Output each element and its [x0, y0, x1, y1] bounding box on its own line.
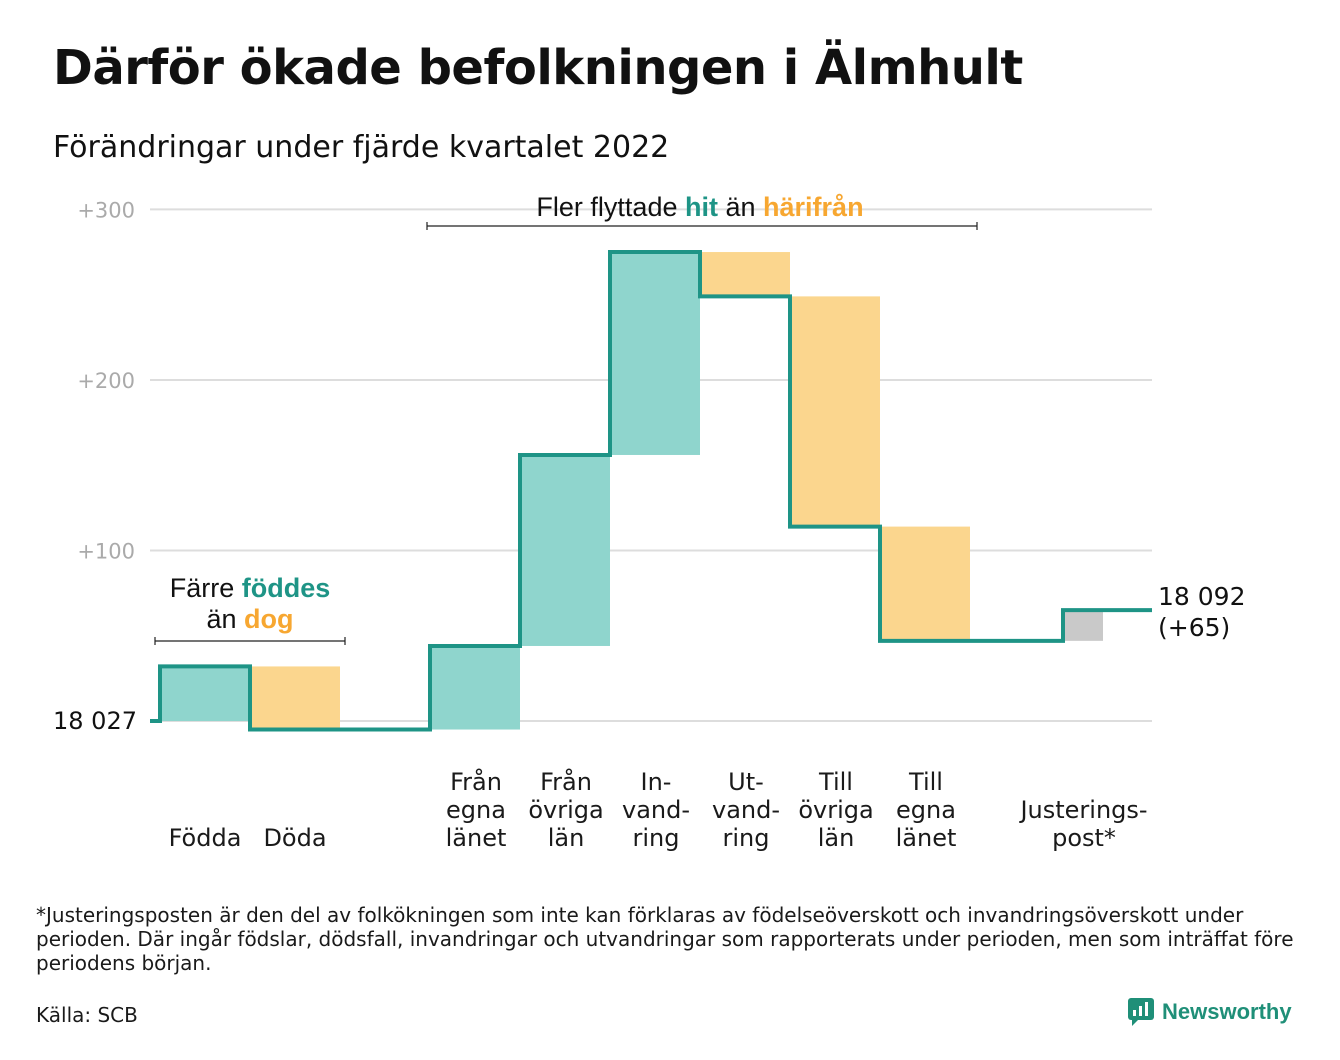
cumulative-step-line — [150, 250, 1152, 732]
bar-fran_ovriga — [520, 454, 610, 646]
bar-fodda — [160, 666, 250, 721]
bar-invandring — [610, 252, 700, 455]
annotation-migration-bracket — [426, 222, 978, 230]
annotation-births-bracket — [154, 637, 346, 645]
bar-doda — [250, 666, 340, 730]
bar-justering — [1063, 610, 1103, 641]
y-tick-label: +300 — [77, 198, 135, 222]
source-note: Källa: SCB — [36, 1003, 138, 1027]
bar-utvandring — [700, 252, 790, 297]
bar-till_ovriga — [790, 296, 880, 527]
x-category-label: Till övriga län — [798, 768, 873, 852]
x-category-label: Från egna länet — [446, 767, 507, 852]
newsworthy-logo-icon — [1128, 998, 1154, 1026]
x-category-label: Döda — [263, 824, 326, 852]
x-category-label: Ut-vand-ring — [712, 768, 780, 852]
x-category-label: Till egna länet — [896, 768, 957, 852]
y-tick-label: +100 — [77, 539, 135, 563]
chart-title: Därför ökade befolkningen i Älmhult — [53, 40, 1023, 96]
y-tick-label: +200 — [77, 369, 135, 393]
x-category-label: Från övriga län — [528, 767, 603, 852]
bar-till_egna — [880, 526, 970, 641]
bar-fran_egna — [430, 645, 520, 730]
x-category-label: In-vand-ring — [622, 768, 690, 852]
brand-logo: Newsworthy — [1128, 998, 1292, 1026]
annotation-births-line1: Färre föddes — [170, 573, 331, 603]
brand-name: Newsworthy — [1162, 999, 1292, 1024]
annotation-migration: Fler flyttade hit än härifrån — [536, 192, 863, 222]
waterfall-chart: +100 +200 +300 Födda Döda Från egna länet Från öv… — [53, 192, 1245, 852]
start-value-label: 18 027 — [53, 707, 137, 735]
x-category-label: Justerings-post* — [1018, 796, 1147, 852]
chart-subtitle: Förändringar under fjärde kvartalet 2022 — [53, 130, 670, 165]
x-category-label: Födda — [169, 824, 242, 852]
bars — [160, 252, 1103, 730]
annotation-births-line2: än dog — [206, 604, 293, 634]
end-value-label: 18 092 — [1158, 582, 1245, 611]
footnote: *Justeringsposten är den del av folkökni… — [36, 903, 1294, 975]
end-change-label: (+65) — [1158, 613, 1230, 642]
